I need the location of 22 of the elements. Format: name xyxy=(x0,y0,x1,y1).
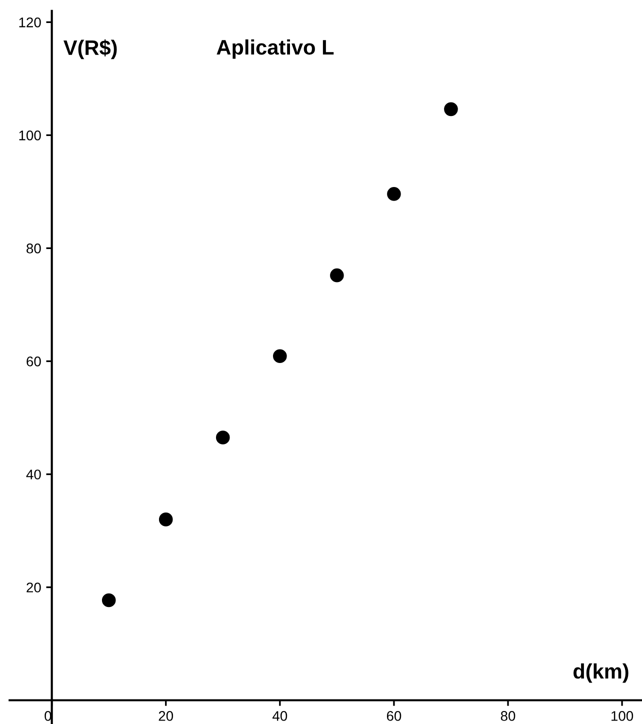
x-tick-label: 60 xyxy=(386,711,402,721)
point xyxy=(273,349,287,364)
y-tick-label: 40 xyxy=(26,470,41,480)
y-tick-label: 60 xyxy=(26,356,41,366)
point xyxy=(102,593,116,608)
x-axis-title: d(km) xyxy=(574,663,628,683)
x-tick-label: 20 xyxy=(158,711,174,721)
y-axis-title: V(R$) xyxy=(64,39,117,60)
x-tick-label: 100 xyxy=(612,711,634,721)
text: Aplicativo L xyxy=(216,39,334,59)
y-tick-label: 100 xyxy=(19,130,41,140)
y-tick-label: 80 xyxy=(26,244,41,254)
y-tick-label: 120 xyxy=(19,17,41,28)
point xyxy=(216,430,230,444)
x-tick-label: 80 xyxy=(500,711,516,721)
point xyxy=(158,512,173,526)
y-tick-label: 20 xyxy=(26,582,41,592)
point xyxy=(330,268,344,282)
x-tick-label: 40 xyxy=(272,711,288,721)
point xyxy=(444,102,458,116)
x-tick-label: 0 xyxy=(44,711,52,721)
point xyxy=(387,187,401,201)
